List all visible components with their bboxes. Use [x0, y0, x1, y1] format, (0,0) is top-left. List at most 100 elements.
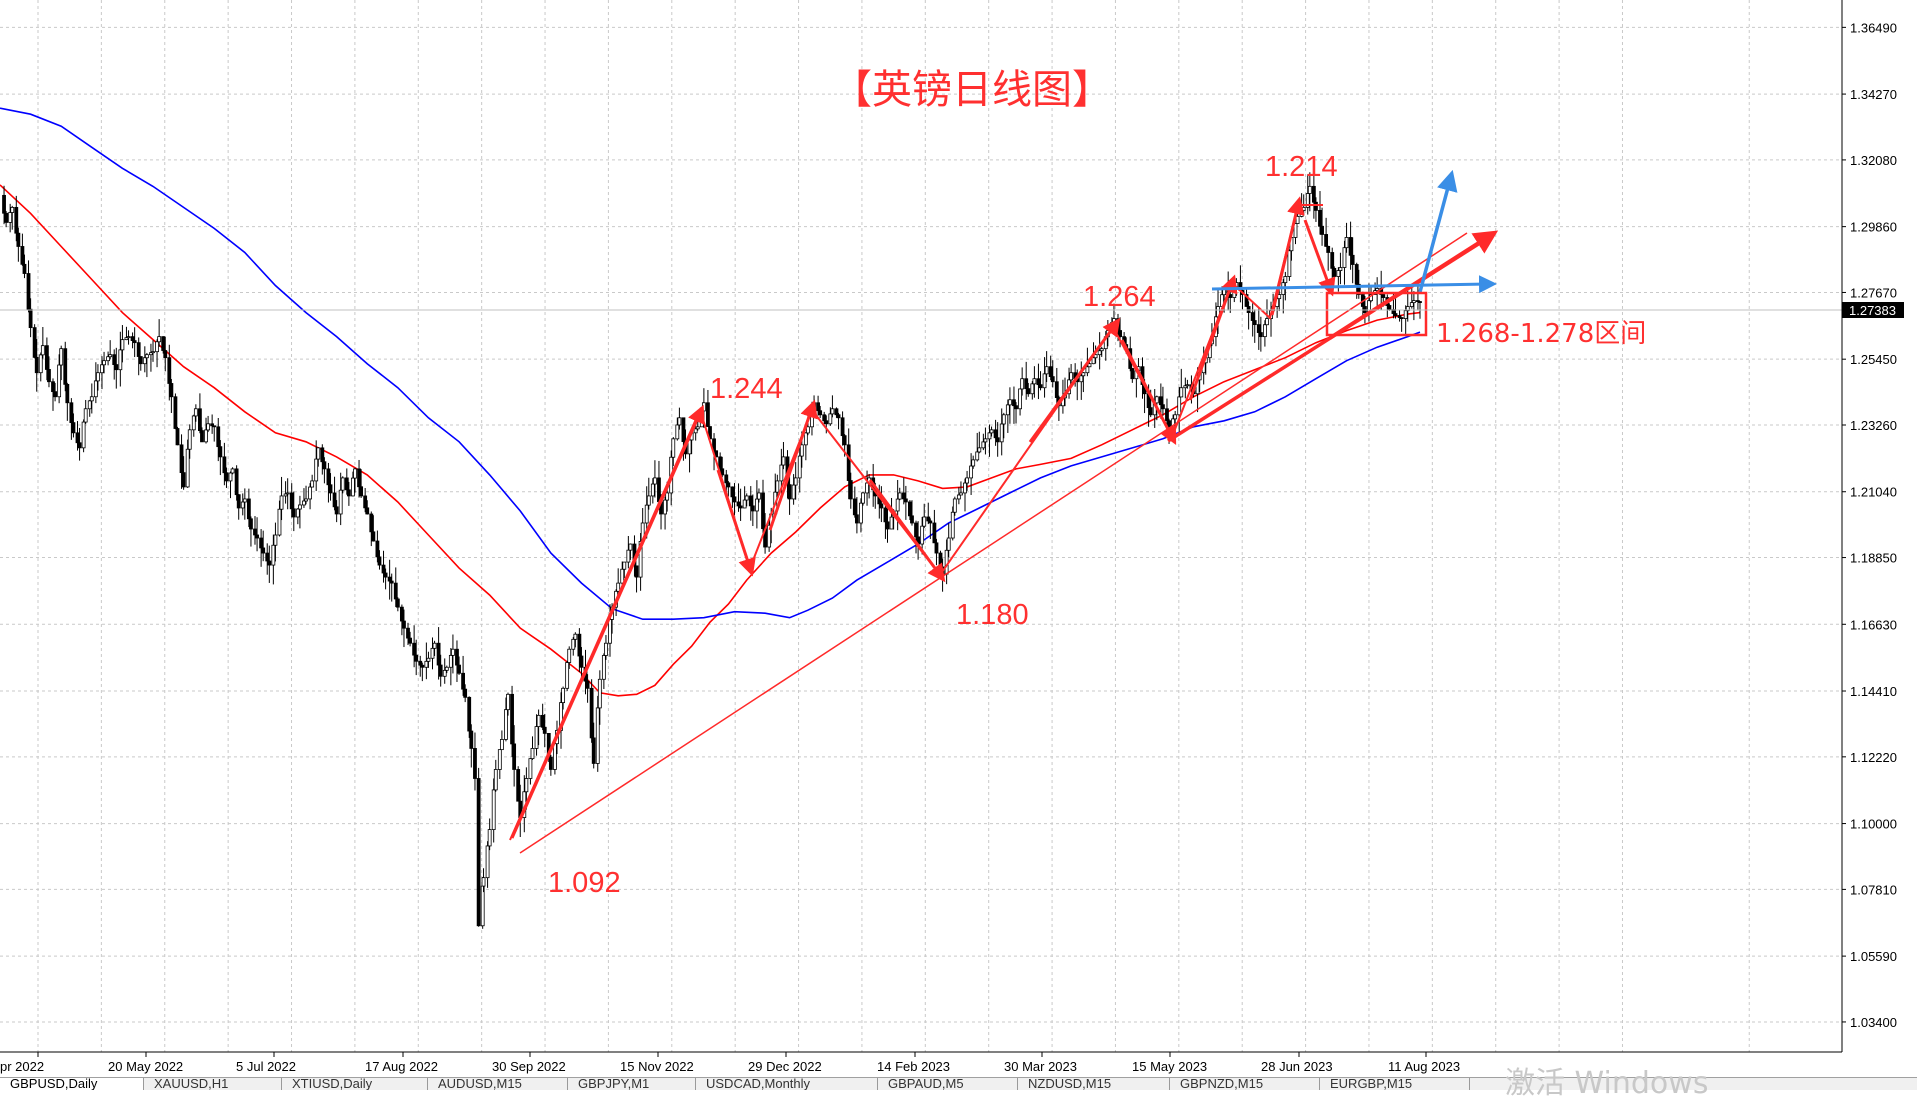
- price-candle: [938, 552, 943, 568]
- price-axis[interactable]: 1.36490 1.34270 1.32080 1.29860 1.27670 1.254…: [1842, 20, 1897, 1030]
- price-tick-label: 1.07810: [1850, 882, 1897, 897]
- price-candle: [910, 515, 914, 524]
- price-candle: [414, 654, 419, 662]
- price-candle: [381, 564, 386, 574]
- price-candle: [16, 232, 21, 247]
- time-tick-label: 15 Nov 2022: [620, 1059, 694, 1074]
- breakout-arrow[interactable]: [1418, 169, 1458, 293]
- price-candle: [895, 498, 900, 512]
- price-candle: [34, 356, 39, 374]
- price-candle: [344, 477, 349, 491]
- price-candle: [191, 415, 196, 431]
- rally-arrow-1[interactable]: [510, 404, 705, 839]
- price-candle: [365, 507, 370, 515]
- tab-gbpjpy-m1[interactable]: GBPJPY,M1: [568, 1078, 696, 1090]
- price-candle: [412, 642, 417, 656]
- tab-eurgbp-m15[interactable]: EURGBP,M15: [1320, 1078, 1470, 1090]
- price-candle: [914, 522, 918, 538]
- price-candle: [1299, 210, 1304, 217]
- rally-arrow-2[interactable]: [768, 399, 818, 531]
- price-candle: [677, 417, 682, 426]
- price-candle: [389, 580, 394, 584]
- price-candle: [1338, 267, 1343, 271]
- price-candle: [836, 414, 841, 419]
- price-candle: [1348, 237, 1353, 256]
- price-candle: [1307, 185, 1312, 194]
- price-candle: [626, 549, 631, 563]
- tab-gbpaud-m5[interactable]: GBPAUD,M5: [878, 1078, 1018, 1090]
- price-candle: [712, 438, 716, 452]
- price-candle: [1097, 350, 1102, 356]
- tab-gbpnzd-m15[interactable]: GBPNZD,M15: [1170, 1078, 1320, 1090]
- price-candle: [1381, 294, 1386, 298]
- price-candle: [787, 484, 792, 500]
- price-candle: [438, 664, 443, 677]
- price-candle: [1311, 185, 1316, 203]
- price-candle: [579, 655, 584, 668]
- price-candle: [1326, 245, 1331, 253]
- time-axis[interactable]: pr 2022 20 May 2022 5 Jul 2022 17 Aug 2022 3…: [0, 1052, 1460, 1074]
- price-candle: [271, 544, 276, 566]
- trendline-support[interactable]: [519, 232, 1468, 854]
- price-candle: [259, 537, 264, 549]
- price-candle: [604, 642, 608, 656]
- price-candle: [212, 425, 217, 428]
- price-candle: [340, 477, 345, 491]
- annotation-high-1214: 1.214: [1265, 151, 1338, 183]
- price-candle: [4, 212, 9, 223]
- time-tick-label: pr 2022: [0, 1059, 44, 1074]
- fall-arrow-2[interactable]: [868, 479, 946, 583]
- trend-projection-arrow[interactable]: [1328, 230, 1499, 340]
- price-candle: [620, 568, 625, 584]
- price-candle: [1012, 399, 1016, 407]
- price-candle: [426, 657, 431, 662]
- price-candle: [1042, 373, 1047, 389]
- price-candle: [969, 465, 974, 479]
- tab-xauusd-h1[interactable]: XAUUSD,H1: [144, 1078, 282, 1090]
- price-candle: [173, 396, 178, 429]
- price-candle: [1112, 318, 1116, 324]
- price-candle: [491, 789, 496, 830]
- price-candle: [359, 486, 364, 497]
- time-tick-label: 17 Aug 2022: [365, 1059, 438, 1074]
- resistance-line[interactable]: [1211, 275, 1497, 294]
- price-candle: [249, 518, 253, 530]
- price-candle: [1387, 305, 1392, 310]
- price-candle: [1411, 300, 1416, 304]
- tab-xtiusd-daily[interactable]: XTIUSD,Daily: [282, 1078, 428, 1090]
- tab-gbpusd-daily[interactable]: GBPUSD,Daily: [0, 1078, 144, 1090]
- price-tick-label: 1.14410: [1850, 684, 1897, 699]
- rally-arrow-4[interactable]: [1188, 274, 1238, 401]
- price-candle: [181, 472, 186, 488]
- price-candle: [261, 547, 266, 554]
- fall-arrow-1[interactable]: [716, 469, 756, 577]
- price-candle: [338, 489, 343, 515]
- range-box[interactable]: [1325, 291, 1428, 337]
- price-candle: [375, 540, 380, 558]
- tab-nzdusd-m15[interactable]: NZDUSD,M15: [1018, 1078, 1170, 1090]
- rally-arrow-5[interactable]: [1270, 196, 1305, 316]
- price-candle: [761, 492, 765, 530]
- price-candle: [1054, 381, 1059, 398]
- tab-usdcad-monthly[interactable]: USDCAD,Monthly: [696, 1078, 878, 1090]
- price-candle: [1305, 193, 1310, 208]
- price-chart[interactable]: 【英镑日线图】 1.092 1.244 1.180 1.264 1.214 1.…: [0, 0, 1917, 1077]
- price-candle: [387, 576, 392, 582]
- price-candle: [87, 400, 92, 410]
- price-candle: [1399, 317, 1404, 320]
- price-candle: [402, 620, 406, 629]
- rally-arrow-3[interactable]: [1028, 317, 1121, 443]
- price-candle: [781, 456, 786, 466]
- price-candle: [40, 345, 45, 356]
- fall-arrow-3[interactable]: [1120, 339, 1177, 445]
- price-candle: [675, 424, 680, 440]
- tab-audusd-m15[interactable]: AUDUSD,M15: [428, 1078, 568, 1090]
- price-candle: [989, 429, 994, 434]
- price-candle: [1330, 252, 1335, 269]
- price-candle: [1005, 404, 1010, 416]
- price-candle: [51, 381, 55, 393]
- price-candle: [277, 508, 282, 536]
- price-candle: [53, 391, 57, 398]
- fall-arrow-4[interactable]: [1303, 219, 1336, 297]
- price-candle: [1024, 378, 1029, 390]
